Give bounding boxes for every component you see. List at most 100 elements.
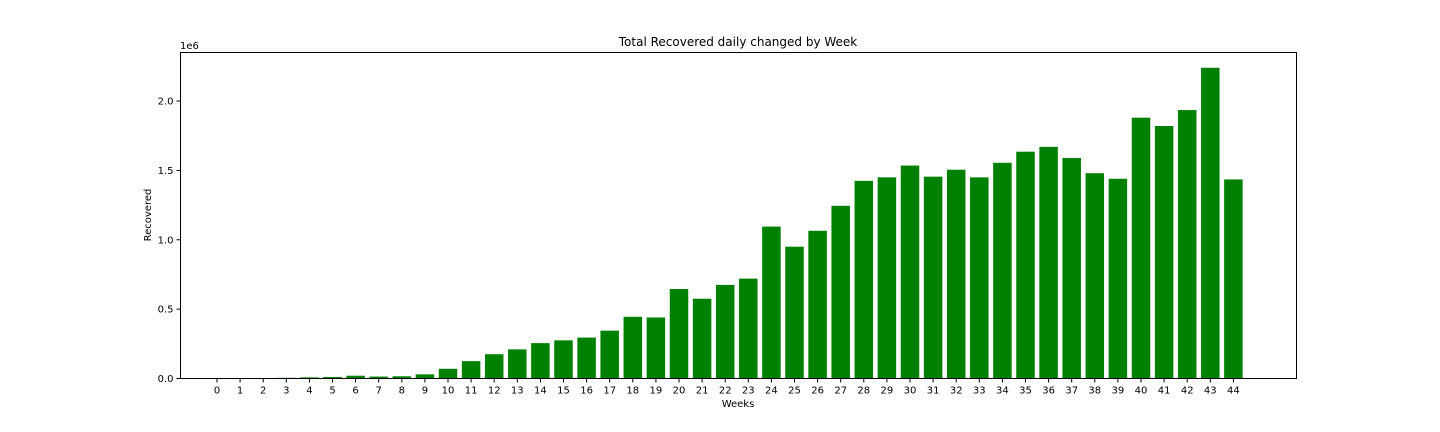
bar-week-33 [970, 177, 989, 379]
y-tick-label: 1.5 [158, 166, 174, 177]
x-tick-label: 30 [904, 386, 917, 397]
x-tick-label: 1 [237, 386, 243, 397]
bar-week-28 [854, 180, 874, 379]
x-tick-label: 37 [1065, 386, 1078, 397]
x-tick-label: 0 [214, 386, 220, 397]
x-axis-ticks: 0 1 2 3 4 5 6 7 8 9 10 11 12 13 14 15 16 17 18 19 20 21 22 23 24… [214, 378, 1240, 397]
bar-week-18 [623, 316, 643, 379]
plot-frame [180, 52, 1297, 379]
bar-week-27 [831, 205, 850, 379]
x-tick-label: 3 [283, 386, 289, 397]
x-tick-label: 36 [1042, 386, 1055, 397]
bar-week-41 [1154, 126, 1174, 379]
bar-week-19 [646, 317, 666, 379]
x-tick-label: 13 [511, 386, 524, 397]
x-tick-label: 27 [834, 386, 847, 397]
x-tick-label: 33 [973, 386, 986, 397]
y-tick-label: 0.0 [158, 374, 174, 385]
chart-title: Total Recovered daily changed by Week [618, 35, 858, 49]
bar-week-42 [1177, 110, 1197, 379]
y-axis-label: Recovered [143, 189, 154, 242]
bar-week-39 [1108, 178, 1128, 379]
x-tick-label: 4 [306, 386, 312, 397]
x-tick-label: 31 [927, 386, 940, 397]
x-tick-label: 32 [950, 386, 963, 397]
bar-week-37 [1062, 157, 1081, 379]
y-tick-label: 2.0 [158, 97, 174, 108]
bar-week-13 [508, 349, 527, 379]
bar-week-16 [577, 337, 596, 379]
y-axis-ticks: 0.0 0.5 1.0 1.5 2.0 [158, 97, 181, 385]
bar-week-43 [1201, 67, 1220, 379]
x-tick-label: 19 [650, 386, 663, 397]
x-tick-label: 6 [352, 386, 358, 397]
bar-week-7 [369, 376, 388, 379]
bar-week-10 [438, 368, 458, 379]
bars-group [207, 67, 1243, 379]
bar-week-21 [692, 298, 712, 379]
x-tick-label: 29 [881, 386, 894, 397]
x-tick-label: 39 [1112, 386, 1125, 397]
bar-week-36 [1039, 146, 1058, 379]
bar-week-25 [785, 246, 804, 379]
x-tick-label: 22 [719, 386, 732, 397]
x-tick-label: 28 [857, 386, 870, 397]
x-axis-label: Weeks [722, 399, 755, 410]
bar-week-15 [554, 340, 573, 379]
x-tick-label: 17 [603, 386, 616, 397]
bar-week-35 [1016, 151, 1035, 379]
y-multiplier-label: 1e6 [180, 41, 199, 52]
x-tick-label: 42 [1181, 386, 1194, 397]
bar-week-14 [531, 343, 550, 379]
x-tick-label: 10 [442, 386, 455, 397]
bar-week-44 [1224, 179, 1243, 379]
x-tick-label: 18 [626, 386, 639, 397]
x-tick-label: 8 [399, 386, 405, 397]
bar-week-4 [300, 377, 319, 379]
bar-week-24 [762, 226, 781, 379]
x-tick-label: 12 [488, 386, 501, 397]
bar-week-17 [600, 330, 619, 379]
bar-week-30 [900, 165, 920, 379]
bar-week-5 [323, 376, 342, 379]
bar-week-12 [484, 354, 504, 379]
x-tick-label: 20 [673, 386, 686, 397]
x-tick-label: 34 [996, 386, 1009, 397]
bar-week-23 [739, 278, 758, 379]
x-tick-label: 21 [696, 386, 709, 397]
bar-week-31 [923, 176, 943, 379]
x-tick-label: 35 [1019, 386, 1032, 397]
bar-week-20 [669, 289, 689, 379]
x-tick-label: 5 [329, 386, 335, 397]
x-tick-label: 23 [742, 386, 755, 397]
x-tick-label: 40 [1135, 386, 1148, 397]
y-tick-label: 1.0 [158, 235, 174, 246]
x-tick-label: 11 [465, 386, 478, 397]
bar-week-26 [808, 230, 827, 379]
bar-week-34 [993, 162, 1012, 379]
x-tick-label: 15 [557, 386, 570, 397]
bar-week-6 [346, 375, 365, 379]
x-tick-label: 38 [1088, 386, 1101, 397]
x-tick-label: 9 [422, 386, 428, 397]
y-tick-label: 0.5 [158, 305, 174, 316]
x-tick-label: 7 [376, 386, 382, 397]
x-tick-label: 26 [811, 386, 824, 397]
x-tick-label: 44 [1227, 386, 1240, 397]
x-tick-label: 14 [534, 386, 547, 397]
bar-week-32 [946, 169, 966, 379]
bar-week-40 [1131, 117, 1151, 379]
bar-week-9 [415, 374, 435, 379]
x-tick-label: 43 [1204, 386, 1217, 397]
bar-week-22 [715, 284, 735, 379]
bar-week-38 [1085, 173, 1105, 379]
x-tick-label: 25 [788, 386, 801, 397]
x-tick-label: 2 [260, 386, 266, 397]
bar-week-8 [392, 376, 412, 379]
x-tick-label: 41 [1158, 386, 1171, 397]
x-tick-label: 16 [580, 386, 593, 397]
bar-week-29 [877, 177, 897, 379]
x-tick-label: 24 [765, 386, 778, 397]
bar-week-11 [461, 361, 481, 379]
